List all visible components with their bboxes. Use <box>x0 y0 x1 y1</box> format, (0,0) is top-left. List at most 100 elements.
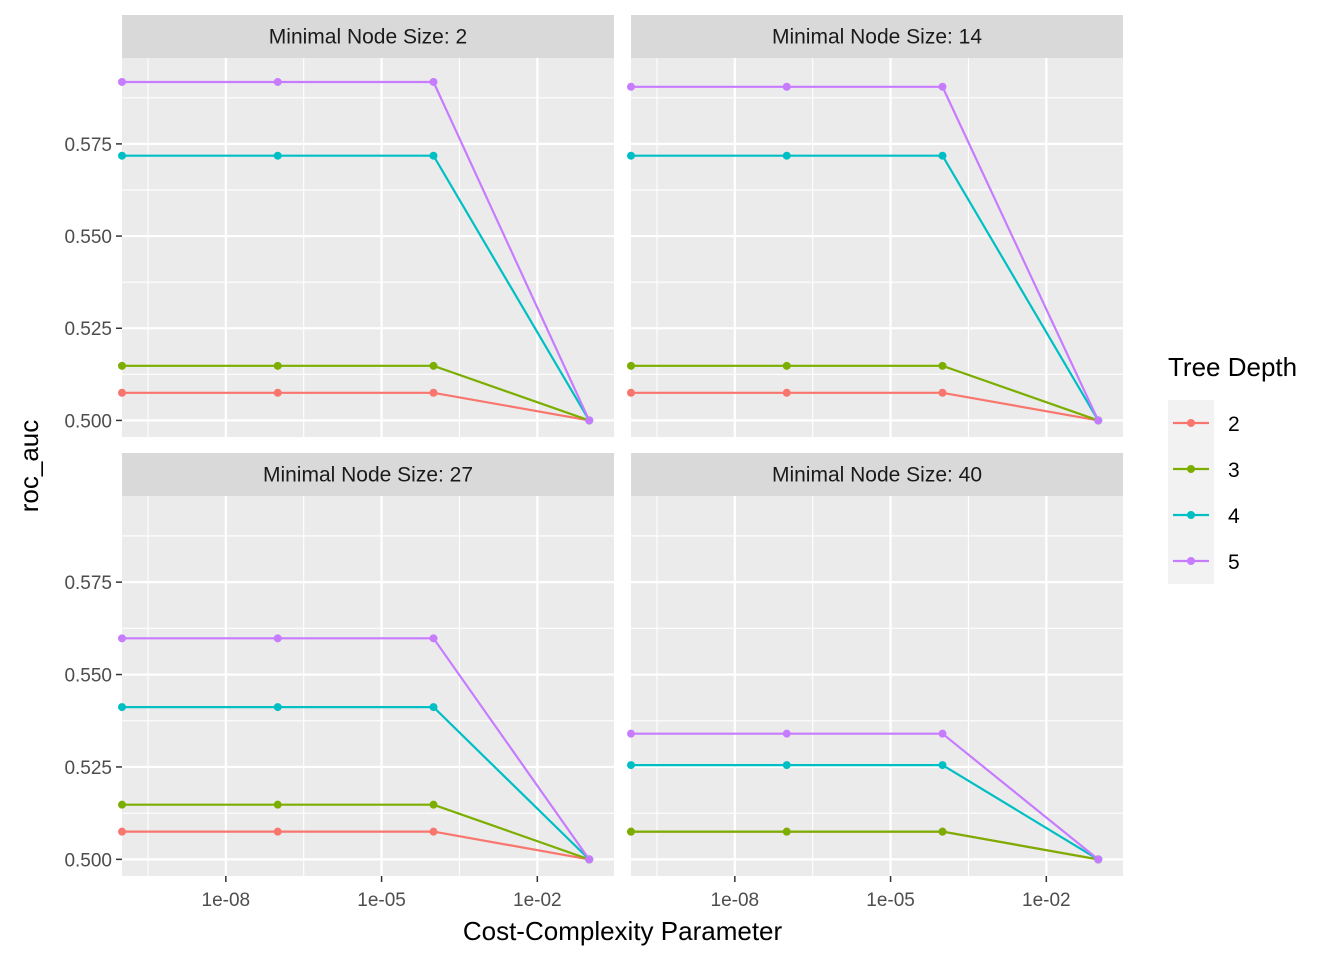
legend-key-point <box>1187 465 1195 473</box>
data-point-depth-5 <box>585 855 594 864</box>
facet-strip-label: Minimal Node Size: 2 <box>269 26 467 49</box>
data-point-depth-5 <box>1094 855 1103 864</box>
data-point-depth-3 <box>273 800 282 809</box>
data-point-depth-3 <box>627 361 635 370</box>
data-point-depth-2 <box>118 827 126 836</box>
y-tick-label: 0.575 <box>64 573 112 594</box>
legend-key-point <box>1187 511 1195 519</box>
y-tick-label: 0.525 <box>64 758 112 779</box>
data-point-depth-2 <box>429 388 438 397</box>
data-point-depth-3 <box>782 827 791 836</box>
series-line-depth-2 <box>122 391 590 422</box>
data-point-depth-4 <box>429 703 438 712</box>
series-line-depth-5 <box>631 85 1100 421</box>
data-point-depth-4 <box>627 761 635 770</box>
data-point-depth-3 <box>273 361 282 370</box>
data-point-depth-3 <box>429 800 438 809</box>
data-point-depth-2 <box>627 388 635 397</box>
data-point-depth-5 <box>273 77 282 86</box>
panel-background <box>122 58 614 437</box>
data-point-depth-3 <box>938 827 947 836</box>
data-point-depth-3 <box>938 361 947 370</box>
series-line-depth-2 <box>631 391 1099 422</box>
x-axis-title: Cost-Complexity Parameter <box>463 916 783 946</box>
data-point-depth-3 <box>627 827 635 836</box>
legend-label: 3 <box>1228 459 1240 482</box>
data-point-depth-5 <box>782 729 791 738</box>
data-point-depth-5 <box>118 77 126 86</box>
data-point-depth-3 <box>429 361 438 370</box>
y-tick-label: 0.550 <box>64 666 112 687</box>
data-point-depth-4 <box>429 151 438 160</box>
legend-label: 5 <box>1228 551 1240 574</box>
data-point-depth-2 <box>273 388 282 397</box>
x-tick-label: 1e-05 <box>357 890 406 911</box>
series-line-depth-4 <box>122 705 590 861</box>
data-point-depth-4 <box>118 151 126 160</box>
series-line-depth-5 <box>122 637 591 861</box>
data-point-depth-4 <box>118 703 126 712</box>
legend-label: 4 <box>1228 505 1240 528</box>
series-line-depth-4 <box>631 154 1100 421</box>
x-tick-label: 1e-05 <box>866 890 915 911</box>
x-tick-label: 1e-02 <box>1022 890 1071 911</box>
data-point-depth-5 <box>627 729 635 738</box>
y-tick-label: 0.550 <box>64 227 112 248</box>
legend-key-point <box>1187 557 1195 565</box>
data-point-depth-3 <box>118 361 126 370</box>
series-line-depth-5 <box>122 80 591 421</box>
series-line-depth-3 <box>631 364 1099 422</box>
data-point-depth-5 <box>118 634 126 643</box>
x-tick-label: 1e-08 <box>711 890 760 911</box>
data-point-depth-4 <box>938 761 947 770</box>
y-tick-label: 0.500 <box>64 411 112 432</box>
y-axis-title: roc_auc <box>14 420 44 513</box>
y-tick-label: 0.525 <box>64 319 112 340</box>
facet-strip <box>631 15 1123 58</box>
data-point-depth-2 <box>938 388 947 397</box>
y-tick-label: 0.575 <box>64 135 112 156</box>
data-point-depth-4 <box>782 761 791 770</box>
data-point-depth-3 <box>782 361 791 370</box>
series-line-depth-3 <box>122 364 590 422</box>
data-point-depth-5 <box>585 416 594 425</box>
facet-strip <box>122 15 614 58</box>
data-point-depth-4 <box>273 151 282 160</box>
legend-key-point <box>1187 419 1195 427</box>
data-point-depth-5 <box>938 82 947 91</box>
data-point-depth-3 <box>118 800 126 809</box>
series-line-depth-3 <box>631 830 1099 861</box>
data-point-depth-2 <box>782 388 791 397</box>
legend-title: Tree Depth <box>1168 352 1297 382</box>
data-point-depth-5 <box>627 82 635 91</box>
data-point-depth-5 <box>429 634 438 643</box>
data-point-depth-2 <box>118 388 126 397</box>
data-point-depth-5 <box>273 634 282 643</box>
series-line-depth-5 <box>631 732 1099 861</box>
panel-background <box>122 496 614 876</box>
facet-strip-label: Minimal Node Size: 27 <box>263 464 473 487</box>
data-point-depth-4 <box>782 151 791 160</box>
facet-strip-label: Minimal Node Size: 14 <box>772 26 982 49</box>
data-point-depth-5 <box>938 729 947 738</box>
series-line-depth-3 <box>122 803 590 861</box>
data-point-depth-5 <box>1094 416 1103 425</box>
x-tick-label: 1e-02 <box>513 890 562 911</box>
series-line-depth-4 <box>631 763 1099 861</box>
panel-background <box>631 58 1123 437</box>
data-point-depth-5 <box>429 77 438 86</box>
data-point-depth-4 <box>938 151 947 160</box>
legend-label: 2 <box>1228 413 1240 436</box>
data-point-depth-2 <box>273 827 282 836</box>
x-tick-label: 1e-08 <box>202 890 251 911</box>
facet-strip-label: Minimal Node Size: 40 <box>772 464 982 487</box>
y-tick-label: 0.500 <box>64 850 112 871</box>
data-point-depth-4 <box>627 151 635 160</box>
series-line-depth-4 <box>122 154 591 421</box>
series-line-depth-2 <box>122 830 590 861</box>
data-point-depth-5 <box>782 82 791 91</box>
data-point-depth-2 <box>429 827 438 836</box>
facet-strip <box>631 453 1123 496</box>
facet-strip <box>122 453 614 496</box>
